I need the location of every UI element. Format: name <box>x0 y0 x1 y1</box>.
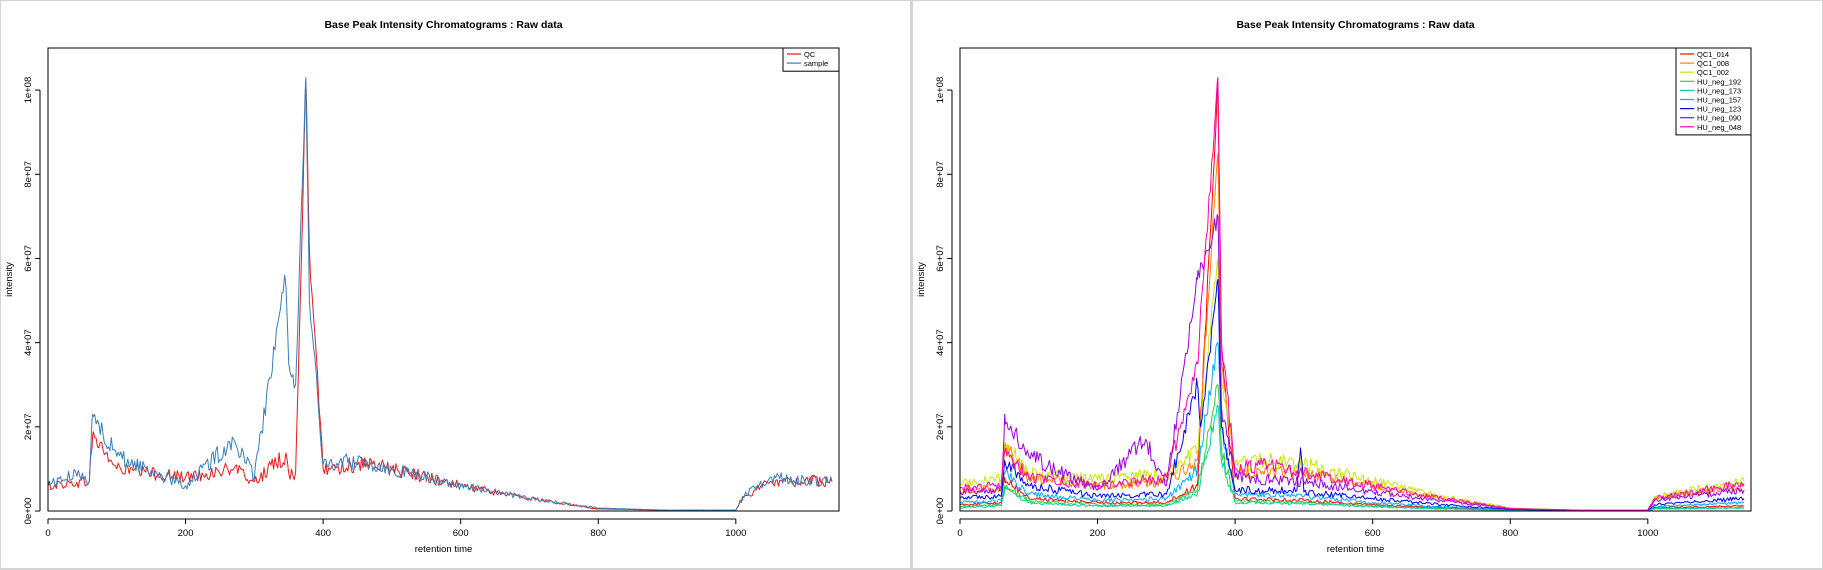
x-tick-label: 400 <box>315 528 331 539</box>
legend-label: QC1_014 <box>1697 50 1729 59</box>
y-tick-label: 0e+00 <box>23 498 34 525</box>
legend-label: HU_neg_157 <box>1697 96 1741 105</box>
series-line-qc1-014 <box>960 81 1745 511</box>
x-tick-label: 800 <box>1502 528 1518 539</box>
x-axis-label: retention time <box>415 544 473 555</box>
chart-panel-left: Base Peak Intensity Chromatograms : Raw … <box>1 1 910 568</box>
x-tick-label: 0 <box>957 528 962 539</box>
series-line-qc1-002 <box>960 258 1745 511</box>
legend-label: HU_neg_123 <box>1697 105 1741 114</box>
y-tick-label: 2e+07 <box>935 413 946 440</box>
y-tick-label: 1e+08 <box>23 77 34 104</box>
x-tick-label: 0 <box>45 528 50 539</box>
x-tick-label: 800 <box>590 528 606 539</box>
legend-label: HU_neg_048 <box>1697 123 1741 132</box>
chart-panel-right: Base Peak Intensity Chromatograms : Raw … <box>913 1 1822 568</box>
plot-frame <box>47 47 840 512</box>
chromatogram-chart-left: Base Peak Intensity Chromatograms : Raw … <box>4 19 840 555</box>
series-line-hu-neg-048 <box>960 77 1745 511</box>
series-line-hu-neg-192 <box>960 384 1745 511</box>
series-line-qc1-008 <box>960 152 1745 511</box>
legend-label: HU_neg_192 <box>1697 77 1741 86</box>
y-tick-label: 6e+07 <box>935 245 946 272</box>
chart-title: Base Peak Intensity Chromatograms : Raw … <box>1236 19 1474 31</box>
legend-label: QC <box>804 50 816 59</box>
legend: QC1_014QC1_008QC1_002HU_neg_192HU_neg_17… <box>1675 47 1752 136</box>
x-axis-label: retention time <box>1327 544 1385 555</box>
y-tick-label: 4e+07 <box>23 329 34 356</box>
legend-label: HU_neg_173 <box>1697 86 1741 95</box>
plot-frame <box>959 47 1752 512</box>
x-tick-label: 200 <box>1090 528 1106 539</box>
y-tick-label: 4e+07 <box>935 329 946 356</box>
x-tick-label: 400 <box>1227 528 1243 539</box>
y-tick-label: 1e+08 <box>935 77 946 104</box>
x-tick-label: 600 <box>1365 528 1381 539</box>
legend-label: HU_neg_090 <box>1697 114 1741 123</box>
x-tick-label: 1000 <box>725 528 746 539</box>
legend-label: QC1_002 <box>1697 68 1729 77</box>
x-tick-label: 200 <box>178 528 194 539</box>
series-line-sample <box>48 77 833 511</box>
y-tick-label: 8e+07 <box>935 161 946 188</box>
series-line-hu-neg-090 <box>960 214 1745 511</box>
y-axis-label: intensity <box>916 262 927 297</box>
x-tick-label: 600 <box>453 528 469 539</box>
y-axis-label: intensity <box>4 262 15 297</box>
y-tick-label: 8e+07 <box>23 161 34 188</box>
chromatogram-chart-right: Base Peak Intensity Chromatograms : Raw … <box>916 19 1752 555</box>
series-line-qc <box>48 81 833 511</box>
legend-label: QC1_008 <box>1697 59 1729 68</box>
y-tick-label: 0e+00 <box>935 498 946 525</box>
y-tick-label: 6e+07 <box>23 245 34 272</box>
x-tick-label: 1000 <box>1637 528 1658 539</box>
y-tick-label: 2e+07 <box>23 413 34 440</box>
series-line-hu-neg-173 <box>960 404 1745 511</box>
chart-title: Base Peak Intensity Chromatograms : Raw … <box>324 19 562 31</box>
legend-label: sample <box>804 59 828 68</box>
